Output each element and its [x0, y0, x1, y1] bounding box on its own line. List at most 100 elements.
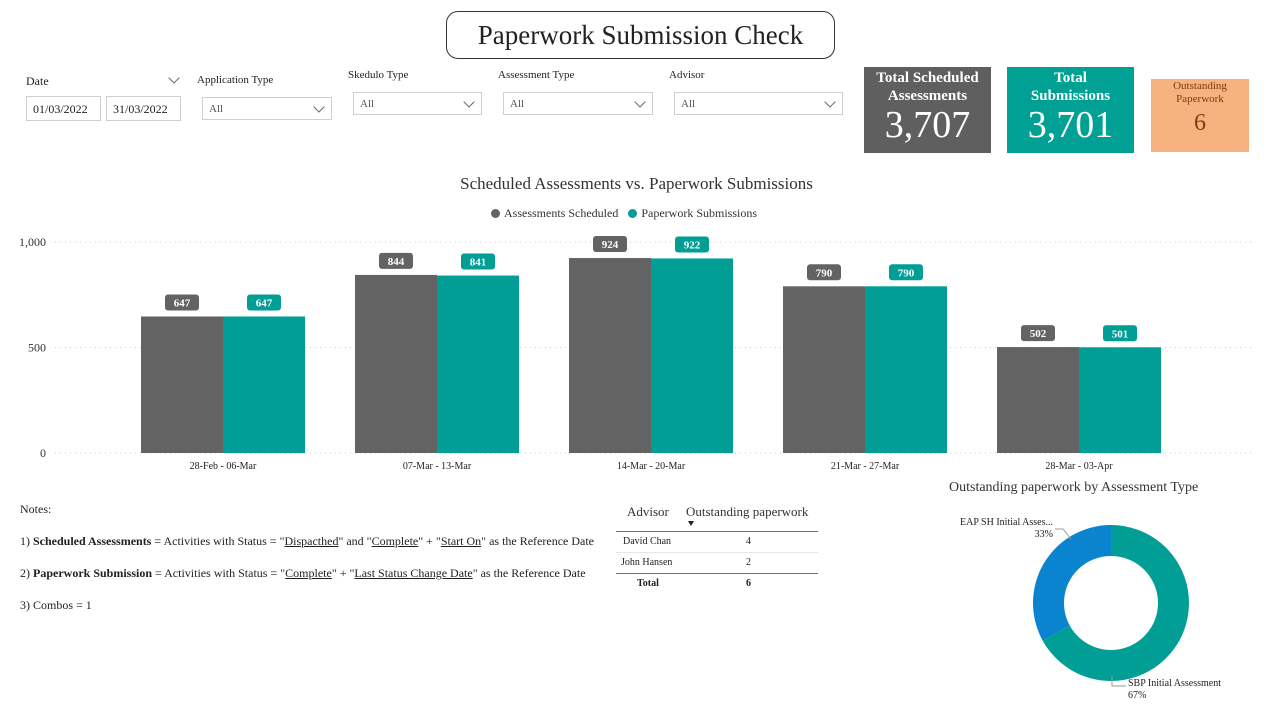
data-label: 502 — [1030, 328, 1047, 340]
bar-paperwork-submissions — [223, 316, 305, 453]
bar-assessments-scheduled — [141, 316, 223, 453]
note-text: " and " — [338, 534, 372, 548]
bar-paperwork-submissions — [865, 286, 947, 453]
data-label: 844 — [388, 256, 405, 268]
data-label: 922 — [684, 239, 701, 251]
note-bold: Scheduled Assessments — [33, 534, 152, 548]
donut-slice[interactable] — [1042, 525, 1189, 681]
note-text: " as the Reference Date — [472, 566, 586, 580]
table-total-row: Total 6 — [616, 574, 818, 594]
bar-assessments-scheduled — [569, 258, 651, 453]
data-label: 841 — [470, 257, 487, 269]
cell-value: 4 — [746, 536, 751, 547]
note-text: 1) — [20, 534, 33, 548]
cell-total-label: Total — [637, 578, 659, 589]
chevron-down-icon — [824, 96, 836, 108]
bar-paperwork-submissions — [437, 275, 519, 453]
data-label: 647 — [174, 297, 191, 309]
cell-advisor: John Hansen — [621, 557, 673, 568]
note-bold: Paperwork Submission — [33, 566, 153, 580]
data-label-badge — [1103, 325, 1137, 342]
data-label: 790 — [816, 267, 833, 279]
bar-assessments-scheduled — [355, 274, 437, 453]
advisor-outstanding-table: Advisor Outstanding paperwork David Chan… — [616, 502, 818, 594]
note-1: 1) Scheduled Assessments = Activities wi… — [20, 534, 594, 549]
kpi-label: Outstanding — [1173, 80, 1227, 92]
donut-slice[interactable] — [1033, 525, 1111, 641]
y-tick-label: 500 — [28, 341, 46, 355]
end-date-input[interactable]: 31/03/2022 — [106, 96, 181, 121]
data-label-badge — [247, 294, 281, 311]
note-underlined: Last Status Change Date — [354, 566, 473, 580]
data-label-badge — [807, 264, 841, 281]
y-tick-label: 0 — [40, 446, 46, 460]
data-label: 647 — [256, 297, 273, 309]
assessment-type-value: All — [510, 98, 525, 110]
bar-paperwork-submissions — [1079, 347, 1161, 453]
x-tick-label: 14-Mar - 20-Mar — [617, 461, 686, 472]
cell-value: 2 — [746, 557, 751, 568]
note-2: 2) Paperwork Submission = Activities wit… — [20, 566, 586, 581]
assessment-type-dropdown[interactable]: All — [503, 92, 653, 115]
note-text: " + " — [418, 534, 441, 548]
donut-leader-line — [1055, 528, 1072, 540]
note-3: 3) Combos = 1 — [20, 598, 92, 612]
kpi-label: Assessments — [887, 88, 968, 104]
skedulo-type-label: Skedulo Type — [348, 69, 409, 81]
skedulo-type-dropdown[interactable]: All — [353, 92, 482, 115]
advisor-dropdown[interactable]: All — [674, 92, 843, 115]
donut-leader-line — [1111, 676, 1126, 687]
kpi-outstanding-paperwork: Outstanding Paperwork 6 — [1151, 79, 1249, 152]
kpi-value: 3,707 — [884, 104, 971, 146]
bar-assessments-scheduled — [997, 347, 1079, 453]
legend-label-paperwork-submissions[interactable]: Paperwork Submissions — [641, 206, 757, 220]
note-underlined: Dispacthed — [284, 534, 339, 548]
chart-legend: Assessments Scheduled Paperwork Submissi… — [491, 206, 757, 221]
data-label-badge — [1021, 325, 1055, 342]
bar-assessments-scheduled — [783, 286, 865, 453]
donut-label-eap: EAP SH Initial Asses... 33% — [950, 517, 1053, 541]
data-label-badge — [889, 264, 923, 281]
assessment-type-label: Assessment Type — [498, 69, 575, 81]
chevron-down-icon — [634, 96, 646, 108]
page-title: Paperwork Submission Check — [446, 11, 835, 59]
kpi-label: Paperwork — [1176, 93, 1224, 105]
data-label-badge — [165, 294, 199, 311]
legend-label-assessments-scheduled[interactable]: Assessments Scheduled — [504, 206, 619, 220]
note-text: = Activities with Status = " — [151, 534, 285, 548]
notes-section: Notes: 1) Scheduled Assessments = Activi… — [0, 0, 620, 717]
data-label-badge — [675, 236, 709, 253]
kpi-total-scheduled-assessments: Total Scheduled Assessments 3,707 — [864, 67, 991, 153]
sort-descending-icon[interactable] — [688, 521, 694, 526]
start-date-input[interactable]: 01/03/2022 — [26, 96, 101, 121]
kpi-label: Total — [1054, 70, 1087, 86]
column-header-outstanding-paperwork[interactable]: Outstanding paperwork — [686, 504, 809, 519]
x-tick-label: 21-Mar - 27-Mar — [831, 461, 900, 472]
donut-label-name: EAP SH Initial Asses... — [960, 517, 1053, 528]
donut-label-sbp: SBP Initial Assessment 67% — [1128, 678, 1221, 702]
application-type-value: All — [209, 103, 224, 115]
data-label-badge — [461, 253, 495, 270]
donut-title: Outstanding paperwork by Assessment Type — [949, 480, 1199, 495]
cell-advisor: David Chan — [623, 536, 672, 547]
bar-chart: 0 500 1,000 647 647 28-Feb - 06-Mar 844 841 07-M… — [19, 235, 1255, 472]
note-text: 2) — [20, 566, 33, 580]
table-row[interactable]: John Hansen 2 — [616, 553, 818, 574]
bar-paperwork-submissions — [651, 258, 733, 453]
note-underlined: Complete — [285, 566, 332, 580]
kpi-total-submissions: Total Submissions 3,701 — [1007, 67, 1134, 153]
x-tick-label: 28-Feb - 06-Mar — [190, 461, 257, 472]
application-type-dropdown[interactable]: All — [202, 97, 332, 120]
chart-title: Scheduled Assessments vs. Paperwork Subm… — [460, 174, 813, 193]
table-row[interactable]: David Chan 4 — [616, 532, 818, 553]
data-label: 501 — [1112, 328, 1129, 340]
kpi-value: 6 — [1194, 110, 1206, 136]
note-text: " as the Reference Date — [481, 534, 595, 548]
note-text: " + " — [331, 566, 355, 580]
note-text: = Activities with Status = " — [152, 566, 286, 580]
donut-chart — [1033, 525, 1189, 681]
skedulo-type-value: All — [360, 98, 375, 110]
notes-heading: Notes: — [20, 502, 52, 516]
advisor-label: Advisor — [669, 69, 705, 81]
column-header-advisor[interactable]: Advisor — [627, 504, 669, 519]
